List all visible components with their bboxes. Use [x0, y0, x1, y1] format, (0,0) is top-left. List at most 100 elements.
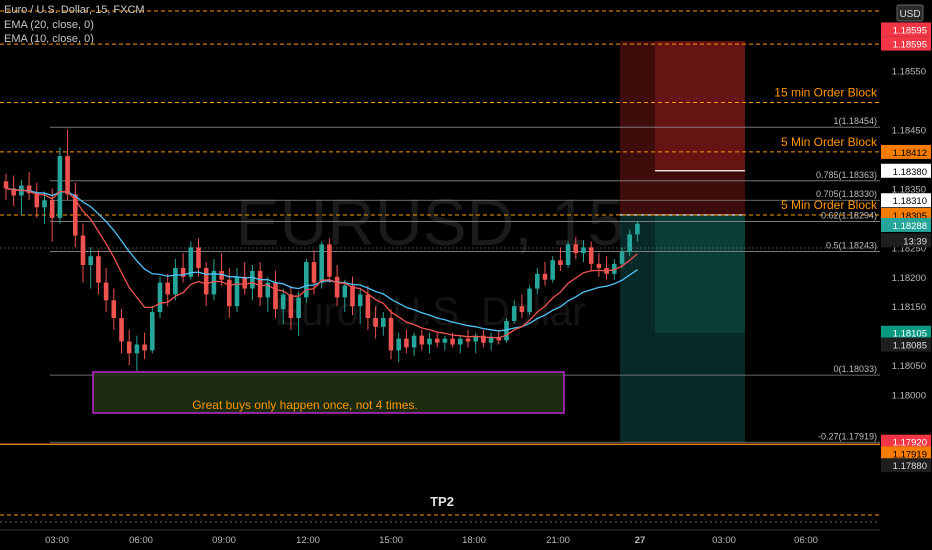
candle-body: [434, 338, 440, 343]
candle-body: [535, 273, 540, 289]
tp2-label: TP2: [430, 494, 454, 509]
candle-body: [157, 282, 163, 313]
candle-body: [42, 200, 47, 208]
price-axis[interactable]: 1.180001.180501.181001.181501.182001.182…: [880, 0, 932, 550]
candle-body: [219, 270, 224, 280]
price-badge[interactable]: [881, 36, 931, 51]
candle-body: [288, 294, 294, 318]
candle-body: [150, 312, 155, 351]
price-badge[interactable]: [881, 233, 931, 248]
candle-body: [488, 336, 494, 343]
candle-body: [458, 338, 463, 345]
price-badge-text: 1.18105: [893, 329, 927, 340]
time-tick-label: 27: [635, 535, 646, 546]
fib-level-label: -0.27(1.17919): [818, 431, 877, 441]
great-buys-box: [92, 371, 565, 414]
order-block-label: 5 Min Order Block: [781, 135, 878, 149]
candle-body: [519, 306, 525, 313]
candle-body: [319, 244, 324, 283]
order-block-label: 15 min Order Block: [774, 85, 878, 99]
price-badge-text: 1.18380: [893, 167, 927, 178]
candle-body: [88, 256, 93, 265]
time-axis[interactable]: 03:00 06:00 09:00 12:00 15:00 18:00 21:00 27 03:…: [0, 529, 932, 550]
price-badge[interactable]: [881, 337, 931, 352]
ema10-legend[interactable]: EMA (10, close, 0): [4, 33, 94, 45]
candle-body: [265, 282, 271, 298]
price-tick-label: 1.18200: [892, 273, 926, 284]
time-tick-label: 06:00: [794, 535, 818, 546]
candle-body: [119, 318, 124, 342]
candle-body: [257, 270, 263, 298]
price-badge[interactable]: [881, 217, 931, 232]
fib-level-label: 0.705(1.18330): [816, 189, 877, 199]
price-badge[interactable]: [881, 22, 931, 37]
price-badge[interactable]: [881, 193, 931, 208]
candle-body: [73, 194, 78, 236]
candle-body: [558, 260, 563, 265]
candle-body: [481, 335, 486, 343]
candle-body: [65, 156, 70, 195]
price-badge[interactable]: [881, 434, 931, 449]
candle-body: [504, 320, 509, 341]
candle-body: [550, 260, 555, 280]
ema20-legend[interactable]: EMA (20, close, 0): [4, 19, 94, 31]
time-tick-label: 12:00: [296, 535, 320, 546]
price-badge[interactable]: [881, 144, 931, 159]
annotation-box: Great buys only happen once, not 4 times…: [92, 371, 565, 414]
candle-body: [388, 318, 394, 351]
time-axis-bg: [0, 530, 932, 550]
watermark-symbol: EURUSD, 15: [236, 185, 625, 259]
time-tick-label: 21:00: [546, 535, 570, 546]
candle-body: [304, 262, 309, 298]
candle-body: [273, 282, 278, 310]
currency-label: USD: [899, 9, 920, 20]
ema10-line: [5, 187, 638, 339]
candle-body: [34, 193, 40, 208]
candle-body: [588, 247, 594, 264]
fib-level-label: 0.5(1.18243): [826, 240, 877, 250]
price-badge-text: 1.18085: [893, 341, 927, 352]
price-badge[interactable]: [881, 163, 931, 178]
price-tick-label: 1.18550: [892, 67, 926, 78]
price-tick-label: 1.18000: [892, 391, 926, 402]
price-badge[interactable]: [881, 446, 931, 461]
price-badge[interactable]: [881, 325, 931, 340]
time-tick-label: 03:00: [712, 535, 736, 546]
price-badge-text: 1.18288: [893, 221, 927, 232]
candle-body: [3, 181, 9, 189]
fib-level-label: 0(1.18033): [833, 364, 877, 374]
candle-body: [49, 200, 55, 218]
time-tick-label: 15:00: [379, 535, 403, 546]
time-tick-label: 06:00: [129, 535, 153, 546]
fib-level-label: 1(1.18454): [833, 116, 877, 126]
candle-body: [573, 244, 579, 254]
candle-body: [411, 335, 417, 348]
price-badge-text: 1.18310: [893, 196, 927, 207]
watermark: EURUSD, 15 Euro / U.S. Dollar: [236, 185, 625, 334]
candle-body: [527, 288, 532, 313]
trade-zones: [620, 41, 745, 443]
candle-body: [619, 252, 625, 264]
price-badge[interactable]: [881, 458, 931, 473]
symbol-title[interactable]: Euro / U.S. Dollar, 15, FXCM: [4, 4, 145, 16]
candle-body: [342, 285, 348, 298]
candle-body: [111, 300, 117, 318]
take-profit-zone-inner: [655, 214, 745, 333]
candle-body: [103, 282, 109, 301]
candle-body: [57, 156, 63, 218]
candle-body: [26, 185, 32, 194]
candle-body: [180, 267, 186, 277]
candle-body: [134, 344, 140, 354]
currency-badge[interactable]: [896, 4, 924, 22]
candle-body: [565, 244, 571, 265]
candle-body: [142, 344, 147, 351]
candle-body: [627, 234, 632, 253]
price-tick-label: 1.18450: [892, 126, 926, 137]
price-badge-text: 1.18305: [893, 211, 927, 222]
candle-body: [396, 338, 401, 351]
candle-body: [80, 235, 86, 265]
candle-body: [250, 270, 255, 289]
candle-body: [211, 270, 217, 295]
